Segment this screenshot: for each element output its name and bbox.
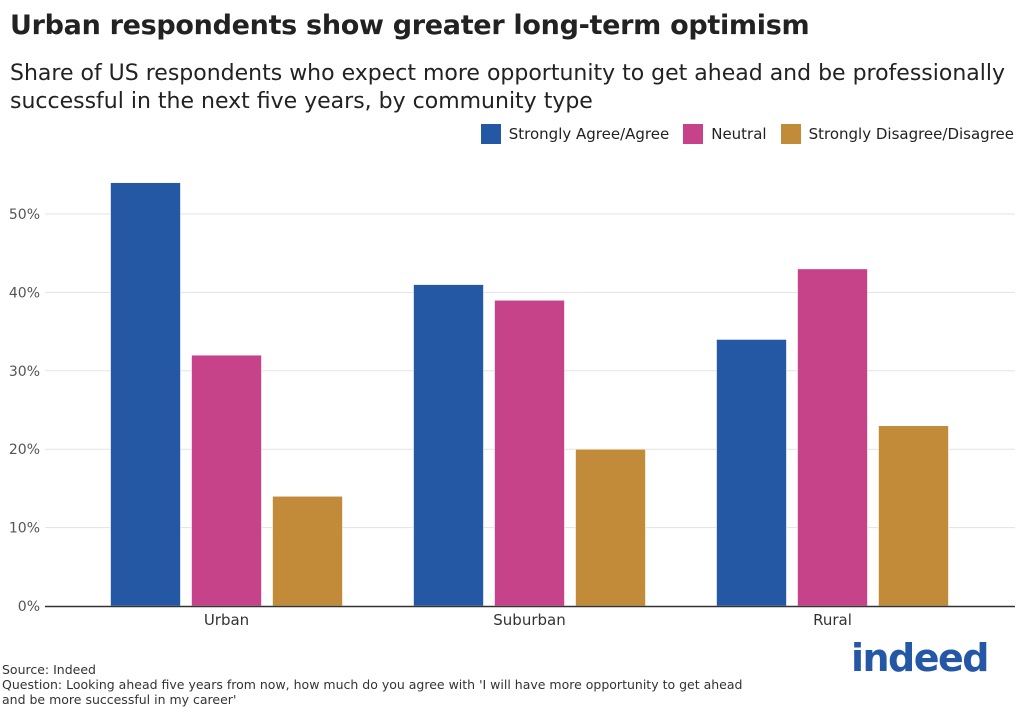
source-note: Source: Indeed xyxy=(2,662,96,677)
y-tick-label: 50% xyxy=(9,207,40,223)
bar-urban-0 xyxy=(110,182,181,607)
legend-swatch xyxy=(780,124,801,144)
legend: Strongly Agree/Agree Neutral Strongly Di… xyxy=(480,124,1014,144)
legend-item-disagree: Strongly Disagree/Disagree xyxy=(780,124,1014,144)
bar-suburban-2 xyxy=(575,448,646,607)
legend-item-neutral: Neutral xyxy=(683,124,767,144)
bar-urban-1 xyxy=(191,354,262,607)
indeed-logo: indeed xyxy=(850,636,990,680)
legend-label: Strongly Agree/Agree xyxy=(508,125,670,143)
legend-label: Neutral xyxy=(711,125,767,143)
legend-item-agree: Strongly Agree/Agree xyxy=(480,124,670,144)
x-tick-label: Rural xyxy=(813,611,852,629)
y-tick-label: 10% xyxy=(9,521,40,537)
legend-label: Strongly Disagree/Disagree xyxy=(808,125,1014,143)
x-tick-label: Urban xyxy=(204,611,249,629)
y-tick-label: 20% xyxy=(9,442,40,458)
bar-suburban-0 xyxy=(413,284,484,607)
bar-suburban-1 xyxy=(494,299,565,607)
bar-rural-2 xyxy=(878,425,949,607)
y-tick-label: 40% xyxy=(9,285,40,301)
legend-swatch xyxy=(683,124,704,144)
y-tick-label: 0% xyxy=(18,599,40,615)
bar-rural-0 xyxy=(716,339,787,607)
chart-title: Urban respondents show greater long-term… xyxy=(10,10,810,41)
bar-urban-2 xyxy=(272,495,343,607)
bar-rural-1 xyxy=(797,268,868,607)
legend-swatch xyxy=(480,124,501,144)
question-note: Question: Looking ahead five years from … xyxy=(2,677,743,707)
footnotes: Source: Indeed Question: Looking ahead f… xyxy=(2,662,762,707)
chart-subtitle: Share of US respondents who expect more … xyxy=(10,61,1006,114)
x-tick-label: Suburban xyxy=(493,611,565,629)
y-tick-label: 30% xyxy=(9,364,40,380)
